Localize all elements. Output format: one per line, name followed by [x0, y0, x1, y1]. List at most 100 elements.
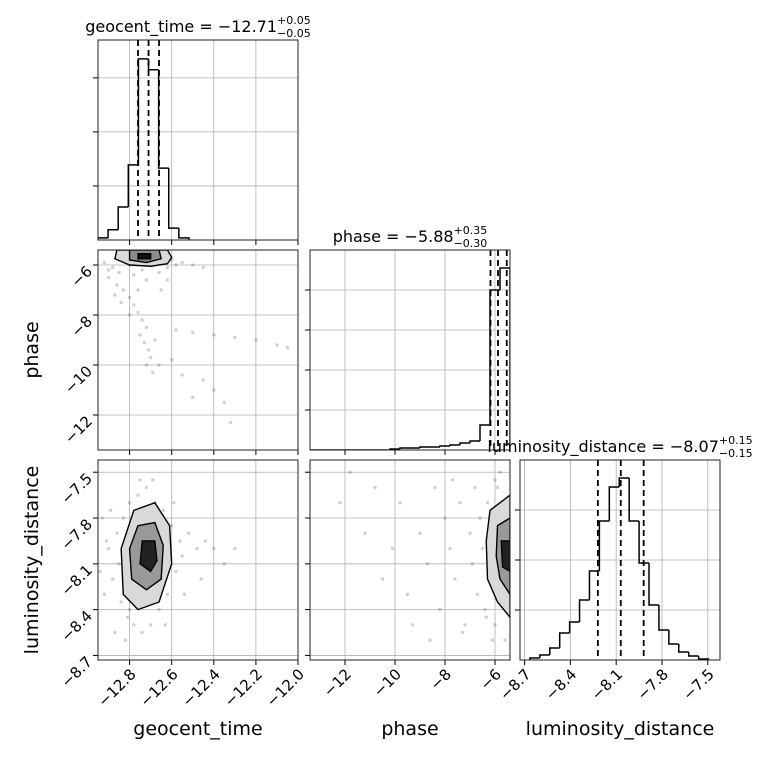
- sample-point: [338, 501, 342, 505]
- y-tick-label: −7.8: [58, 515, 96, 553]
- hist-bin: [137, 58, 149, 165]
- hist-bin: [598, 520, 610, 571]
- hist-bin: [687, 652, 699, 657]
- hist-bin: [439, 445, 450, 447]
- hist-bin: [678, 644, 689, 653]
- sample-point: [201, 378, 205, 382]
- panel-title: luminosity_distance = −8.07+0.15 −0.15: [487, 434, 752, 460]
- sample-point: [151, 478, 155, 482]
- sample-point: [102, 260, 107, 265]
- sample-point: [125, 615, 130, 619]
- panel-frame: [97, 249, 299, 451]
- contour: [500, 540, 510, 573]
- sample-point: [115, 531, 119, 535]
- sample-point: [468, 531, 472, 535]
- sample-point: [163, 623, 168, 627]
- sample-point: [443, 516, 447, 520]
- sample-point: [146, 348, 151, 352]
- sample-point: [174, 569, 178, 574]
- sample-point: [348, 470, 352, 474]
- hist-bin: [558, 632, 570, 648]
- contour: [137, 253, 152, 260]
- hist-bin: [167, 168, 179, 229]
- sample-point: [132, 303, 136, 307]
- x-tick-label: −12.4: [179, 665, 224, 710]
- title-sub: −0.05: [277, 27, 311, 40]
- sample-point: [153, 338, 157, 342]
- x-tick-label: −12.8: [94, 665, 139, 710]
- y-tick-label: −8.1: [58, 561, 96, 599]
- sample-point: [119, 300, 123, 305]
- hist-bin: [178, 228, 190, 240]
- hist-bin: [147, 58, 159, 71]
- sample-point: [127, 607, 132, 612]
- sample-point: [117, 270, 121, 275]
- sample-point: [161, 508, 165, 513]
- panel-title: phase = −5.88+0.35 −0.30: [333, 224, 488, 250]
- x-tick-label: −12.6: [136, 665, 181, 710]
- hist-bin: [697, 656, 710, 660]
- sample-point: [448, 546, 452, 551]
- sample-point: [498, 470, 502, 474]
- sample-point: [483, 607, 487, 612]
- x-axis-label: phase: [381, 718, 438, 740]
- sample-point: [191, 330, 195, 335]
- sample-point: [222, 400, 227, 405]
- title-sub: −0.30: [454, 237, 488, 250]
- sample-point: [182, 592, 187, 597]
- sample-point: [390, 546, 395, 551]
- title-sup: +0.05: [277, 14, 311, 27]
- sample-point: [433, 485, 437, 490]
- sample-point: [117, 562, 121, 566]
- sample-point: [159, 288, 163, 292]
- sample-point: [480, 546, 485, 551]
- title-main: phase = −5.88: [333, 227, 454, 246]
- y-tick-label: −12: [61, 412, 96, 447]
- sample-point: [172, 501, 176, 505]
- sample-point: [180, 373, 184, 377]
- hist-bin: [568, 621, 580, 633]
- panel: [98, 250, 298, 450]
- sample-point: [460, 630, 465, 635]
- sample-point: [212, 333, 216, 337]
- sample-point: [493, 478, 497, 482]
- sample-point: [119, 600, 123, 604]
- y-axis-label: phase: [21, 321, 43, 378]
- x-tick-label: −12.0: [263, 665, 308, 710]
- sample-point: [233, 546, 237, 551]
- sample-point: [165, 592, 170, 597]
- panel: [98, 460, 298, 660]
- sample-point: [142, 340, 147, 345]
- y-tick-label: −6: [68, 262, 96, 290]
- hist-bin: [98, 237, 109, 240]
- sample-point: [144, 325, 149, 330]
- y-tick-label: −8.7: [58, 653, 96, 691]
- sample-point: [174, 328, 178, 332]
- sample-point: [418, 531, 422, 535]
- contour: [139, 540, 158, 573]
- sample-point: [212, 388, 216, 392]
- sample-point: [136, 493, 140, 497]
- sample-point: [144, 485, 149, 490]
- sample-point: [136, 310, 140, 315]
- panel: [520, 460, 720, 660]
- sample-point: [106, 546, 111, 551]
- hist-bin: [459, 442, 470, 445]
- hist-bin: [549, 647, 560, 655]
- sample-point: [140, 630, 144, 635]
- sample-point: [138, 478, 142, 482]
- panel: [310, 460, 510, 660]
- panel-frame: [97, 459, 299, 661]
- x-tick-label: −10: [370, 665, 405, 700]
- sample-point: [165, 278, 170, 282]
- sample-point: [478, 516, 482, 520]
- sample-point: [405, 592, 410, 597]
- sample-point: [144, 363, 149, 367]
- y-tick-label: −7.5: [58, 469, 96, 507]
- title-sup: +0.35: [454, 224, 488, 237]
- hist-bin: [588, 570, 600, 600]
- x-axis-label: luminosity_distance: [526, 718, 715, 740]
- sample-point: [195, 546, 199, 551]
- sample-point: [484, 615, 488, 619]
- sample-point: [380, 577, 385, 581]
